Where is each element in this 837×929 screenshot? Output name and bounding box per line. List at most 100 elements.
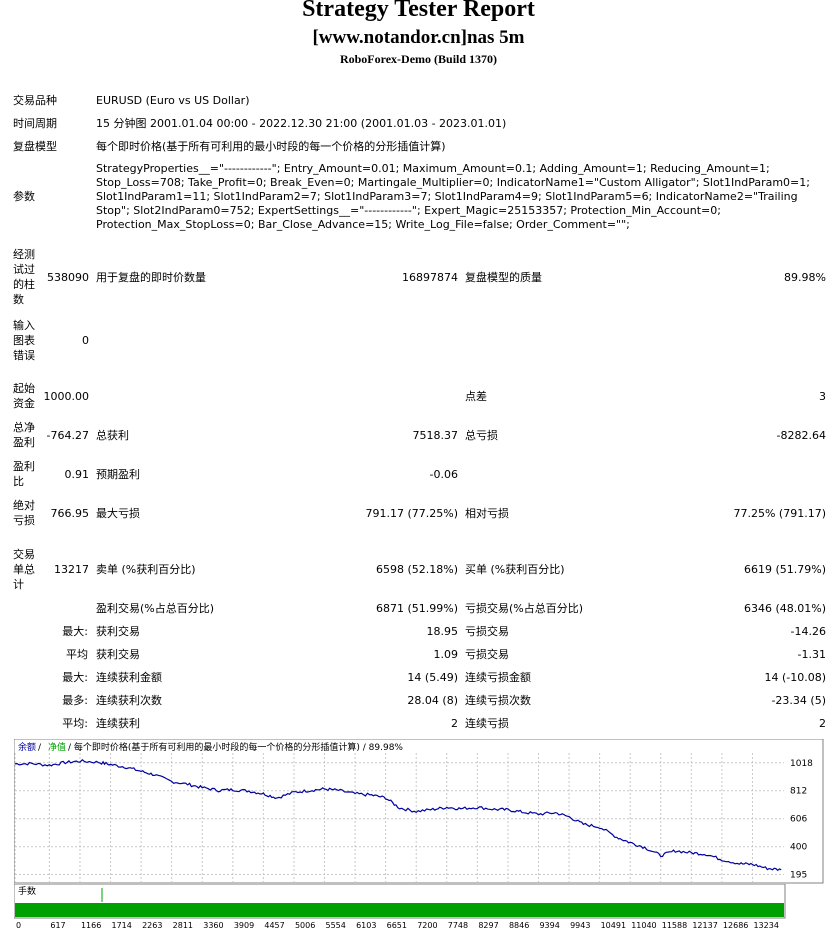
grossloss-label: 总亏损 [465,429,498,442]
x-tick-label: 8846 [509,921,529,929]
x-tick-label: 8297 [478,921,498,929]
row-left-label: 获利交易 [96,625,140,638]
row-right-label: 亏损交易 [465,648,509,661]
row-left-value: 28.04 (8) [407,694,458,707]
ticks-label: 用于复盘的即时价数量 [96,271,206,284]
row-left-value: 14 (5.49) [407,671,458,684]
trades-value: 13217 [54,563,89,576]
x-tick-label: 2811 [173,921,193,929]
row-left-label: 连续获利 [96,717,140,730]
x-tick-label: 2263 [142,921,162,929]
pf-value: 0.91 [64,468,90,481]
balance-chart: 余额 / 净值 / 每个即时价格(基于所有可利用的最小时段的每一个价格的分形插值… [14,739,824,884]
grossprofit-label: 总获利 [96,429,129,442]
model-value: 每个即时价格(基于所有可利用的最小时段的每一个价格的分形插值计算) [96,140,446,153]
legend-sep: / [38,743,42,753]
period-value: 15 分钟图 2001.01.04 00:00 - 2022.12.30 21:… [96,117,507,130]
x-tick-label: 1714 [112,921,132,929]
x-tick-label: 6651 [387,921,407,929]
params-value: StrategyProperties__="------------"; Ent… [96,162,810,231]
x-tick-label: 7748 [448,921,468,929]
report-subtitle: [www.notandor.cn]nas 5m [312,27,525,48]
deposit-label: 起始 资金 [13,382,35,410]
legend-equity: 净值 [48,741,66,753]
bars-value: 538090 [47,271,89,284]
x-tick-label: 10491 [601,921,626,929]
reldd-value: 77.25% (791.17) [733,507,826,520]
long-label: 买单 (%获利百分比) [465,563,565,576]
row-left-label: 获利交易 [96,648,140,661]
row-prefix: 最多: [62,694,88,707]
symbol-label: 交易品种 [13,94,57,107]
errors-value: 0 [82,334,89,347]
loss-trades-value: 6346 (48.01%) [743,602,826,615]
x-tick-label: 5006 [295,921,315,929]
quality-label: 复盘模型的质量 [465,271,542,284]
payoff-label: 预期盈利 [96,468,140,481]
row-left-value: 18.95 [426,625,459,638]
params-label: 参数 [13,190,35,203]
row-right-value: -23.34 (5) [771,694,826,707]
maxdd-label: 最大亏损 [96,507,140,520]
row-left-label: 连续获利金额 [96,671,162,684]
y-tick-label: 1018 [790,759,813,769]
x-tick-label: 617 [50,921,65,929]
y-tick-label: 195 [790,871,807,881]
report-title: Strategy Tester Report [302,0,535,22]
row-right-value: -1.31 [797,648,826,661]
short-value: 6598 (52.18%) [375,563,458,576]
period-label: 时间周期 [13,117,57,130]
x-tick-label: 0 [16,921,21,929]
reldd-label: 相对亏损 [465,507,509,520]
row-left-value: 1.09 [433,648,459,661]
row-right-value: -14.26 [790,625,826,638]
spread-value: 3 [819,390,826,403]
x-tick-label: 12686 [723,921,748,929]
netprofit-value: -764.27 [46,429,89,442]
netprofit-label: 总净 盈利 [13,421,35,449]
row-prefix: 最大: [62,625,88,638]
absdd-label: 绝对 亏损 [13,499,35,527]
row-right-label: 连续亏损 [465,717,509,730]
x-tick-label: 6103 [356,921,376,929]
row-right-label: 亏损交易 [465,625,509,638]
x-tick-label: 12137 [692,921,717,929]
long-value: 6619 (51.79%) [743,563,826,576]
loss-trades-label: 亏损交易(%占总百分比) [465,602,584,615]
y-tick-labels: 1018 812 606 400 195 [790,759,813,881]
balance-line [14,759,782,872]
legend-balance: 余额 [18,741,36,753]
x-tick-labels: 0 617 1166 1714 2263 2811 3360 3909 4457 5006 5554… [16,921,779,929]
chart-grid [14,753,784,882]
x-tick-label: 11040 [631,921,656,929]
errors-label: 输入 图表 错误 [13,319,35,362]
grossprofit-value: 7518.37 [412,429,459,442]
row-right-value: 2 [819,717,826,730]
absdd-value: 766.95 [50,507,90,520]
report-build: RoboForex-Demo (Build 1370) [339,52,498,66]
x-tick-label: 7200 [417,921,437,929]
payoff-value: -0.06 [429,468,458,481]
row-left-label: 连续获利次数 [96,694,162,707]
profit-trades-value: 6871 (51.99%) [375,602,458,615]
symbol-value: EURUSD (Euro vs US Dollar) [96,94,250,107]
pf-label: 盈利比 [13,460,35,488]
y-tick-label: 812 [790,787,807,797]
x-tick-label: 13234 [753,921,778,929]
row-right-label: 连续亏损次数 [465,694,531,707]
bars-label: 经测 试过 的柱数 [13,248,35,306]
x-tick-label: 1166 [81,921,101,929]
row-prefix: 平均 [66,648,88,661]
lots-chart: 手数 0 617 1166 1714 2263 2811 3360 3909 4457 5006 5… [14,884,786,929]
row-right-value: 14 (-10.08) [764,671,826,684]
x-tick-label: 11588 [662,921,687,929]
short-label: 卖单 (%获利百分比) [96,563,196,576]
y-tick-label: 400 [790,843,807,853]
row-prefix: 平均: [62,717,88,730]
profit-trades-label: 盈利交易(%占总百分比) [96,602,215,615]
model-label: 复盘模型 [13,140,57,153]
x-tick-label: 3909 [234,921,254,929]
row-right-label: 连续亏损金额 [465,671,531,684]
deposit-value: 1000.00 [43,390,90,403]
legend-rest: / 每个即时价格(基于所有可利用的最小时段的每一个价格的分形插值计算) / 89… [68,741,403,753]
